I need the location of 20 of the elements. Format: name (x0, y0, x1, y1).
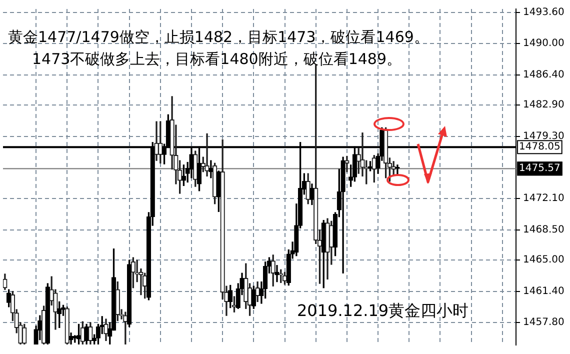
y-tick-label: 1490.00 (523, 38, 564, 50)
candlestick (274, 265, 280, 282)
candlestick (204, 133, 210, 176)
annotation: 1473不破做多上去，目标看1480附近，破位看1489。 (32, 50, 402, 69)
y-tick-label: 1472.10 (523, 193, 564, 204)
candlestick (208, 160, 214, 178)
candlestick (344, 156, 350, 172)
annotation: 2019.12.19黄金四小时 (297, 301, 469, 322)
annotation: 黄金1477/1479做空，止损1482，目标1473，破位看1469。 (8, 28, 429, 47)
y-tick-label: 1493.60 (523, 7, 564, 18)
y-tick-label: 1479.30 (523, 130, 564, 142)
y-tick-label: 1482.90 (523, 100, 564, 111)
y-tick-label: 1461.40 (523, 286, 564, 297)
ref-line-label: 1478.05 (519, 142, 560, 153)
y-tick-label: 1457.80 (523, 317, 564, 328)
y-tick-label: 1486.40 (523, 69, 564, 80)
candlestick (123, 312, 128, 344)
y-tick-label: 1468.50 (523, 224, 564, 236)
y-tick-label: 1465.00 (523, 254, 564, 266)
ref-line-label: 1475.57 (519, 163, 560, 174)
